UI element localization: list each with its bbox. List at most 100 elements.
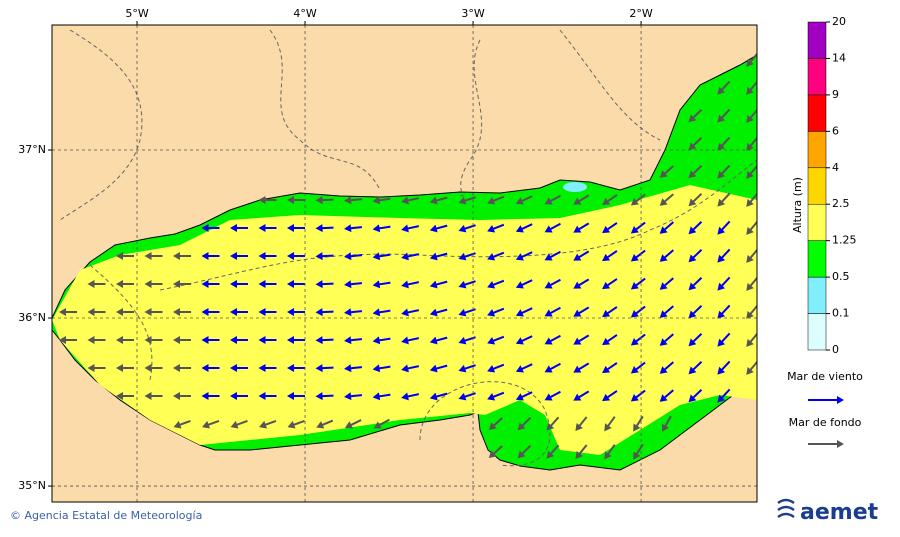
wave-arrow: [717, 248, 731, 263]
wave-arrow: [717, 388, 731, 403]
wave-arrow-head: [630, 338, 639, 346]
wave-arrow-head: [401, 336, 409, 345]
wave-arrow-head: [515, 253, 524, 261]
wave-arrow: [287, 364, 305, 372]
wave-arrow-head: [230, 336, 237, 344]
wave-arrow-head: [87, 280, 95, 288]
wave-arrow-head: [746, 310, 754, 319]
wave-arrow: [315, 336, 334, 345]
wave-arrow: [344, 336, 363, 345]
wave-arrow: [746, 220, 757, 235]
wave-arrow: [630, 193, 646, 206]
wave-arrow: [544, 278, 561, 289]
wave-arrow: [746, 192, 757, 207]
wave-arrow-head: [87, 364, 95, 372]
wave-arrow: [344, 308, 363, 317]
wave-arrow-head: [630, 310, 639, 318]
map: [52, 25, 757, 502]
wave-arrow: [315, 392, 334, 401]
wave-arrow: [401, 196, 420, 205]
wave-arrow-head: [258, 308, 266, 316]
wave-arrow: [401, 364, 420, 373]
wave-arrow: [515, 195, 533, 205]
wave-arrow: [173, 392, 191, 400]
wave-arrow-head: [746, 170, 754, 179]
wave-arrow: [201, 252, 220, 260]
colorbar-band: [807, 21, 827, 59]
wave-arrow: [201, 308, 220, 316]
wave-arrow-head: [544, 253, 553, 261]
colorbar-band: [807, 313, 827, 351]
y-tick-label: 35°N: [18, 479, 46, 492]
wave-arrow-head: [201, 224, 209, 232]
wave-arrow-head: [746, 226, 754, 235]
wave-arrow-head: [573, 253, 582, 261]
wave-arrow: [230, 419, 248, 429]
wave-arrow: [515, 223, 533, 233]
wave-arrow-head: [258, 336, 266, 344]
wave-arrow: [59, 336, 77, 344]
wave-arrow-head: [604, 423, 612, 432]
wave-arrow-head: [258, 196, 266, 204]
wave-arrow: [688, 165, 703, 179]
wave-arrow-head: [517, 450, 526, 459]
wave-arrow-head: [144, 392, 152, 400]
wave-arrow: [259, 419, 277, 429]
legend-label: Mar de fondo: [789, 416, 862, 429]
colorbar-band: [807, 131, 827, 169]
colorbar-tick-label: 6: [832, 124, 839, 137]
wave-arrow: [717, 80, 731, 95]
wave-arrow: [372, 196, 391, 205]
wave-arrow-head: [401, 364, 409, 373]
wave-arrow: [717, 332, 731, 347]
legend-arrow: [808, 396, 844, 404]
wave-arrow-head: [372, 224, 381, 233]
wave-arrow: [515, 251, 533, 261]
wave-arrow: [344, 419, 362, 429]
wave-arrow: [746, 248, 757, 263]
wave-arrow-head: [515, 337, 524, 345]
colorbar-band: [807, 203, 827, 241]
wave-arrow: [144, 280, 163, 288]
wave-arrow: [659, 333, 674, 346]
wave-arrow-head: [201, 364, 209, 372]
sea-yellow: [52, 185, 757, 455]
wave-arrow-head: [258, 252, 266, 260]
wave-arrow-head: [458, 196, 467, 205]
wave-arrow: [487, 251, 505, 261]
wave-arrow-head: [287, 420, 296, 429]
wave-arrow-head: [59, 336, 66, 344]
wave-arrow: [630, 305, 646, 318]
wave-arrow: [59, 308, 77, 316]
wave-arrow: [573, 250, 590, 261]
wave-arrow-head: [458, 336, 467, 345]
wave-arrow: [602, 390, 618, 402]
wave-arrow: [116, 392, 134, 400]
wave-arrow: [717, 192, 731, 207]
wave-arrow-head: [487, 197, 496, 205]
wave-arrow-head: [230, 420, 239, 429]
wave-arrow: [144, 364, 163, 372]
wave-arrow: [487, 279, 505, 289]
wave-arrow: [429, 308, 448, 317]
wave-arrow: [87, 308, 106, 316]
wave-arrow: [287, 224, 305, 232]
wave-arrow: [487, 363, 505, 373]
wave-arrow-head: [315, 252, 323, 261]
wave-arrow: [515, 363, 533, 373]
wave-arrow: [515, 279, 533, 289]
wave-arrow-head: [602, 197, 611, 206]
wave-arrow: [458, 364, 476, 373]
wave-arrow-head: [344, 280, 352, 289]
wave-arrow-head: [633, 451, 641, 460]
wave-arrow: [258, 336, 277, 344]
wave-arrow: [87, 336, 106, 344]
wave-arrow-head: [746, 338, 754, 347]
wave-arrow: [717, 108, 731, 123]
wave-arrow-head: [688, 366, 697, 375]
wave-arrow: [315, 308, 334, 317]
wave-arrow-head: [372, 364, 381, 373]
wave-arrow: [659, 249, 674, 262]
wave-arrow-head: [315, 224, 323, 233]
wave-arrow: [429, 196, 448, 205]
